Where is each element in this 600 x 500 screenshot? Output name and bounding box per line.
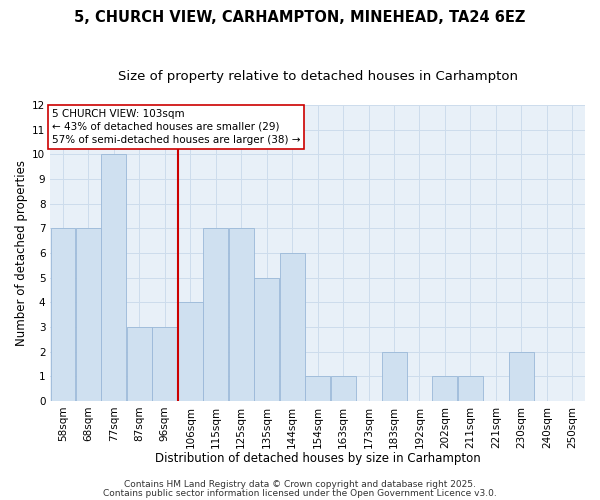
Bar — [101, 154, 127, 401]
Bar — [433, 376, 457, 401]
Bar — [50, 228, 76, 401]
Title: Size of property relative to detached houses in Carhampton: Size of property relative to detached ho… — [118, 70, 518, 83]
Text: 5, CHURCH VIEW, CARHAMPTON, MINEHEAD, TA24 6EZ: 5, CHURCH VIEW, CARHAMPTON, MINEHEAD, TA… — [74, 10, 526, 25]
Bar — [382, 352, 407, 401]
Bar — [203, 228, 228, 401]
Bar — [76, 228, 101, 401]
Bar — [305, 376, 330, 401]
Text: 5 CHURCH VIEW: 103sqm
← 43% of detached houses are smaller (29)
57% of semi-deta: 5 CHURCH VIEW: 103sqm ← 43% of detached … — [52, 108, 300, 145]
Bar — [127, 327, 152, 401]
X-axis label: Distribution of detached houses by size in Carhampton: Distribution of detached houses by size … — [155, 452, 481, 465]
Bar — [178, 302, 203, 401]
Text: Contains public sector information licensed under the Open Government Licence v3: Contains public sector information licen… — [103, 488, 497, 498]
Text: Contains HM Land Registry data © Crown copyright and database right 2025.: Contains HM Land Registry data © Crown c… — [124, 480, 476, 489]
Bar — [280, 253, 305, 401]
Bar — [331, 376, 356, 401]
Bar — [254, 278, 279, 401]
Bar — [152, 327, 178, 401]
Y-axis label: Number of detached properties: Number of detached properties — [15, 160, 28, 346]
Bar — [509, 352, 534, 401]
Bar — [458, 376, 483, 401]
Bar — [229, 228, 254, 401]
